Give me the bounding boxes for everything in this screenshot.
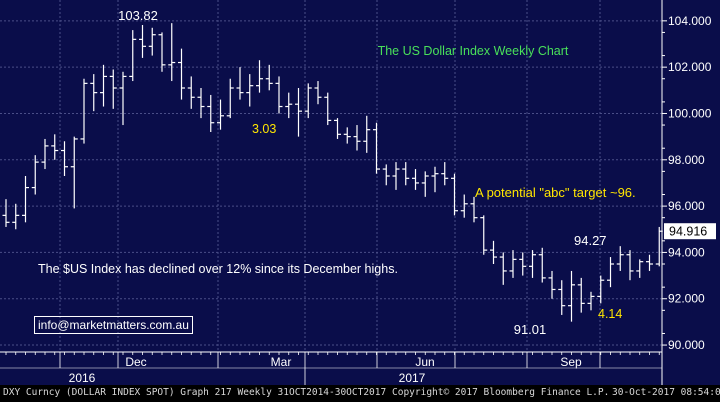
x-month-label: Jun bbox=[415, 355, 434, 369]
decline-note: The $US Index has declined over 12% sinc… bbox=[38, 262, 398, 276]
price-bars bbox=[2, 23, 663, 322]
chart-title: The US Dollar Index Weekly Chart bbox=[378, 44, 569, 58]
x-month-label: Sep bbox=[560, 355, 582, 369]
footer-copyright: Copyright© 2017 Bloomberg Finance L.P. bbox=[392, 387, 610, 398]
x-year-label: 2016 bbox=[69, 371, 96, 385]
y-tick-label: 94.000 bbox=[668, 245, 705, 259]
grid-lines bbox=[0, 0, 662, 352]
y-tick-label: 98.000 bbox=[668, 153, 705, 167]
ohlc-chart: 104.000 102.000 100.000 98.000 96.000 94.000 9… bbox=[0, 0, 716, 385]
y-tick-label: 104.000 bbox=[668, 14, 712, 28]
y-tick-label: 90.000 bbox=[668, 338, 705, 352]
last-value-flag bbox=[664, 223, 716, 240]
y-tick-label: 102.000 bbox=[668, 60, 712, 74]
email-link[interactable]: info@marketmatters.com.au bbox=[34, 316, 193, 334]
wave-c-label: 4.14 bbox=[598, 307, 622, 321]
y-tick-label: 92.000 bbox=[668, 292, 705, 306]
x-month-label: Mar bbox=[271, 355, 292, 369]
price-axis: 104.000 102.000 100.000 98.000 96.000 94.000 9… bbox=[661, 0, 716, 385]
y-tick-label: 100.000 bbox=[668, 106, 712, 120]
x-month-label: Dec bbox=[125, 355, 146, 369]
wave-a-label: 3.03 bbox=[252, 122, 276, 136]
footer-source: DXY Curncy (DOLLAR INDEX SPOT) Graph 217… bbox=[3, 387, 387, 398]
annotations: The US Dollar Index Weekly Chart 103.82 3.… bbox=[38, 8, 636, 337]
y-tick-label: 96.000 bbox=[668, 199, 705, 213]
target-note: A potential "abc" target ~96. bbox=[475, 185, 636, 200]
date-axis: Dec Mar Jun Sep 2016 2017 bbox=[0, 351, 662, 385]
low-label: 91.01 bbox=[514, 322, 547, 337]
footer-timestamp: 30-Oct-2017 08:54:09 bbox=[612, 387, 720, 398]
high-label: 103.82 bbox=[118, 8, 158, 23]
x-year-label: 2017 bbox=[399, 371, 426, 385]
recent-high-label: 94.27 bbox=[574, 233, 607, 248]
footer-bar: DXY Curncy (DOLLAR INDEX SPOT) Graph 217… bbox=[0, 385, 720, 402]
last-value-label: 94.916 bbox=[669, 225, 707, 239]
